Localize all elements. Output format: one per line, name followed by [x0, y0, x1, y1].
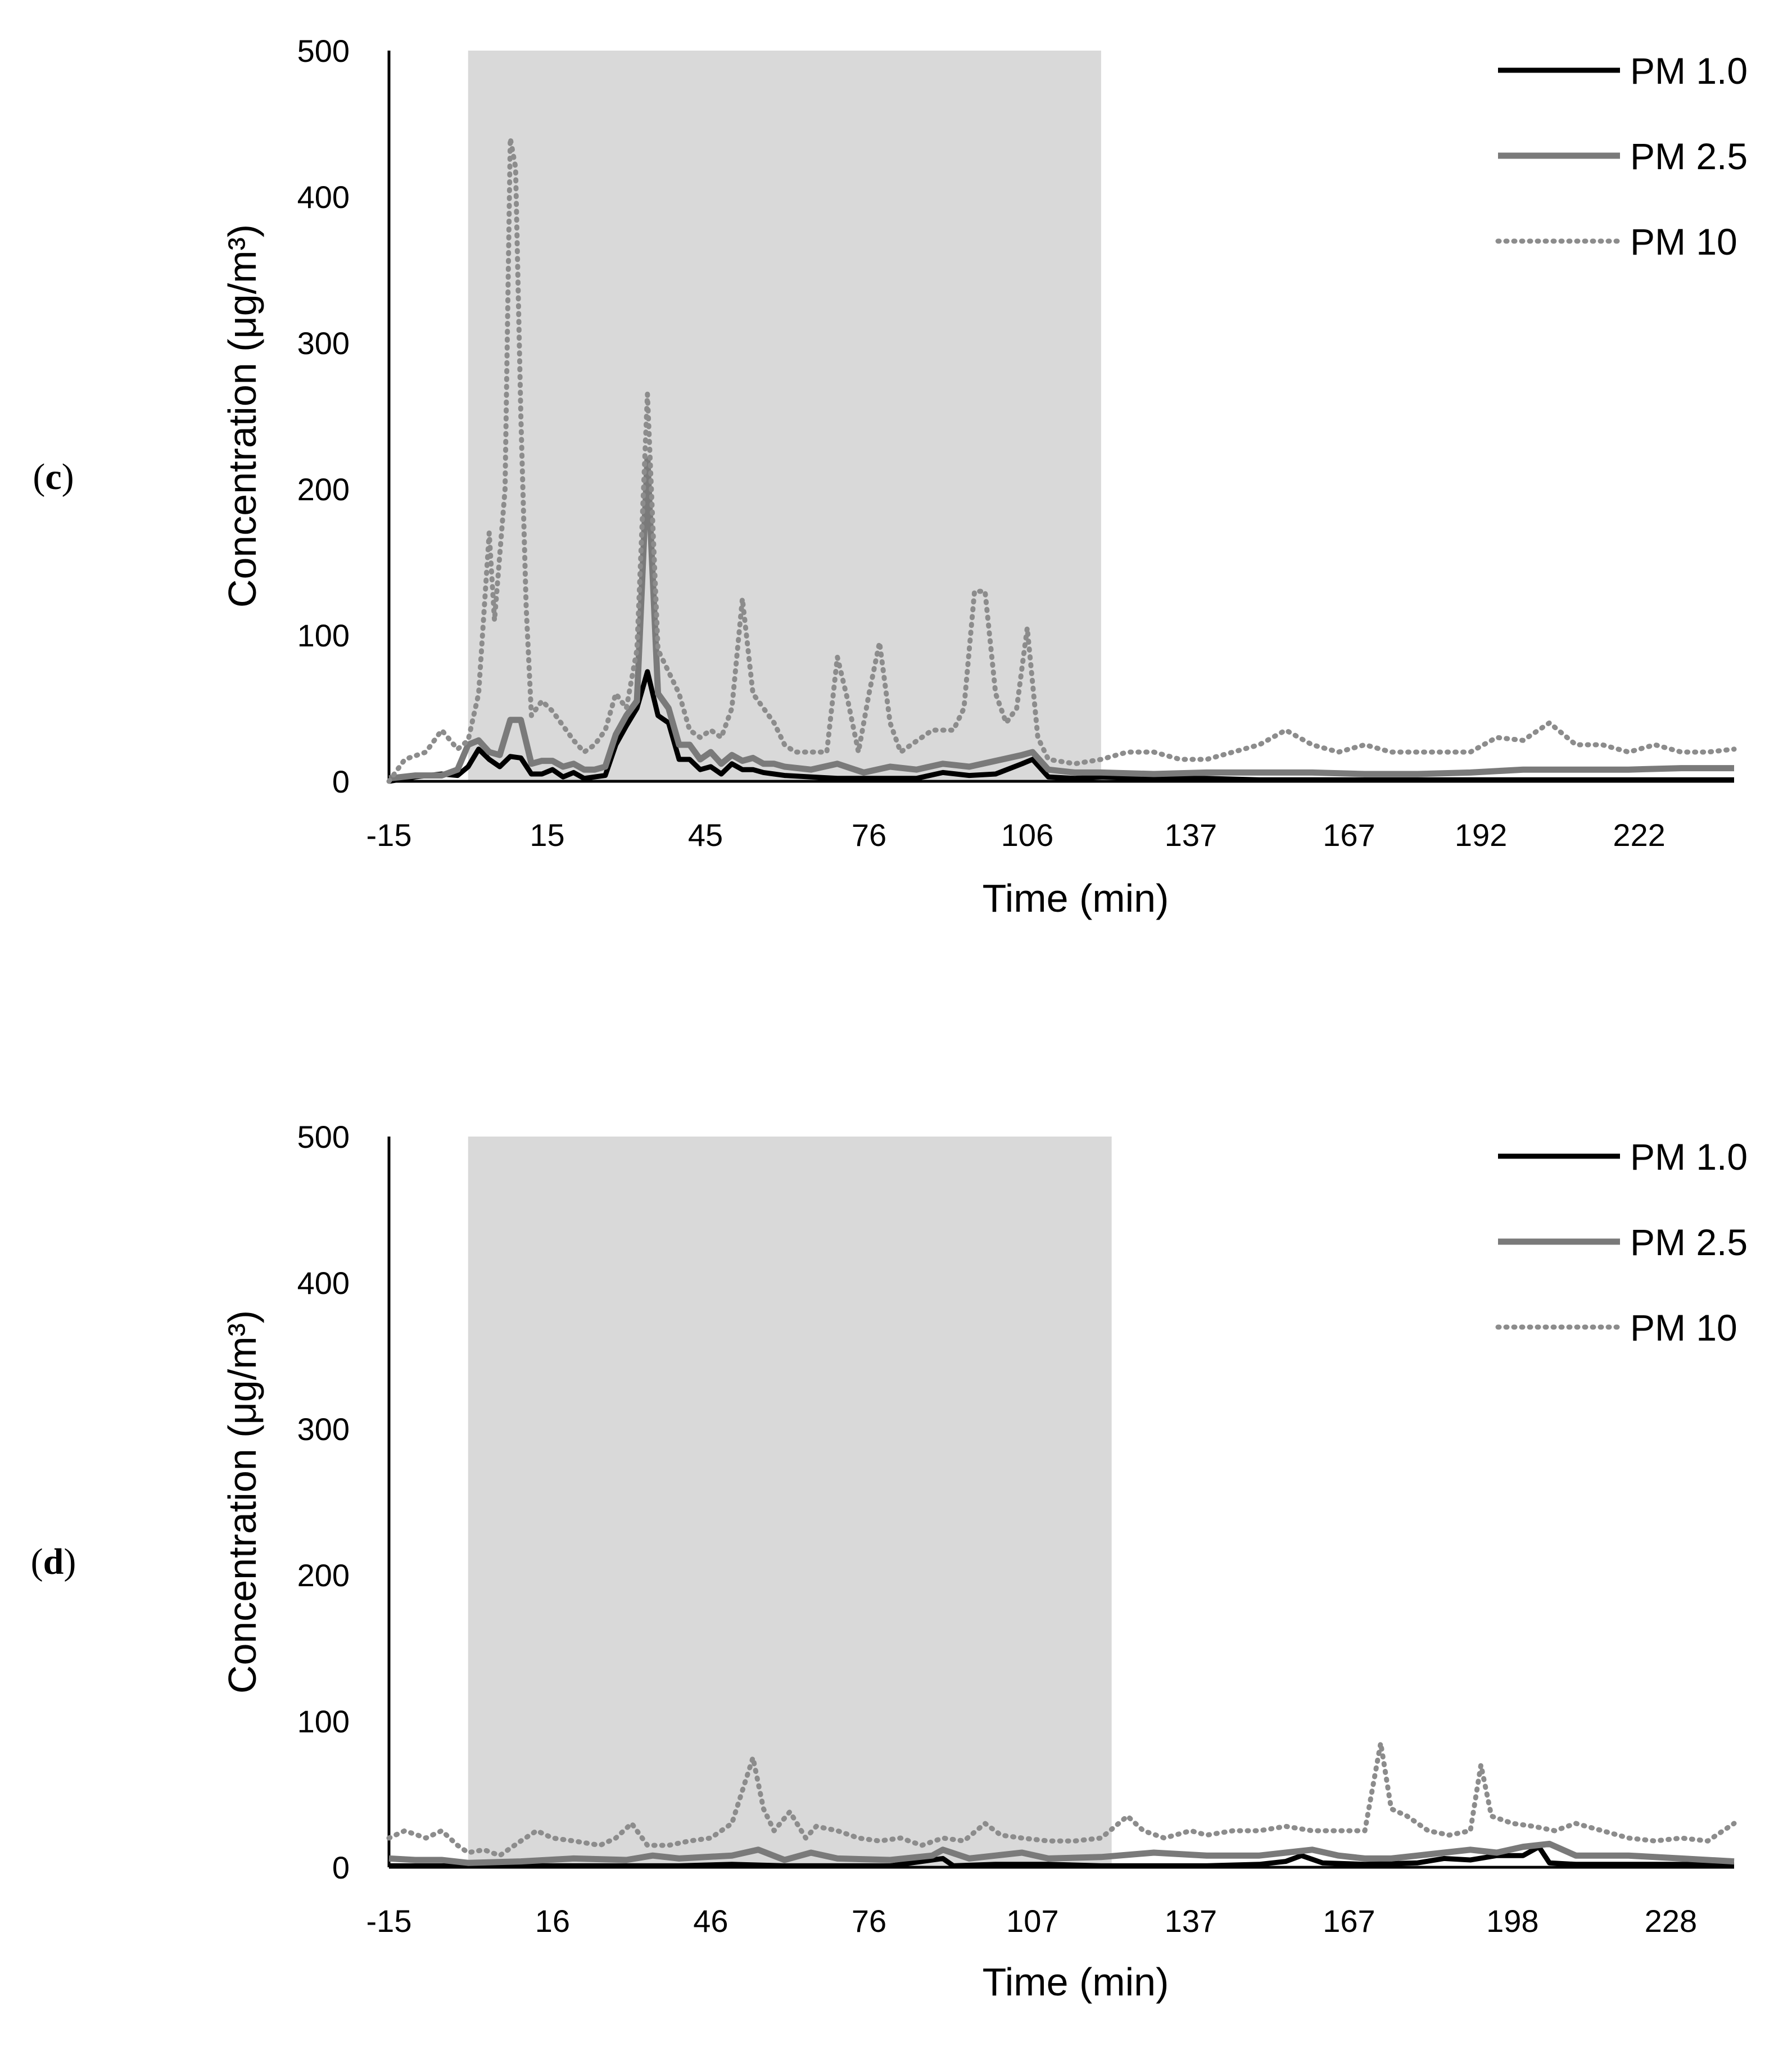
- y-tick-label: 400: [297, 1265, 350, 1301]
- legend-label: PM 1.0: [1630, 50, 1748, 92]
- series-line-pm-2-5: [388, 1840, 1735, 1866]
- legend-label: PM 10: [1630, 1307, 1737, 1348]
- series-line-pm-1-0: [388, 669, 1734, 784]
- panel-d: 0 100 200 300 400 500 -15 16 46 76 107 137 167 198 228…: [31, 1119, 1748, 2004]
- panel-label: (d): [31, 1541, 76, 1582]
- y-axis-title: Concentration (μg/m³): [220, 224, 264, 608]
- legend-label: PM 2.5: [1630, 1221, 1748, 1263]
- shaded-period: [468, 51, 1101, 781]
- x-tick-label: 76: [852, 1903, 886, 1939]
- legend-label: PM 10: [1630, 221, 1737, 262]
- series-line-pm-1-0: [389, 1844, 1734, 1868]
- y-tick-label: 200: [297, 472, 350, 507]
- x-axis-title: Time (min): [983, 876, 1169, 920]
- x-tick-label: 192: [1455, 817, 1507, 853]
- y-tick-label: 400: [297, 179, 350, 215]
- x-tick-label: 167: [1323, 1903, 1375, 1939]
- x-tick-label: 106: [1001, 817, 1053, 853]
- y-tick-label: 0: [332, 764, 350, 799]
- y-tick-label: 500: [297, 1119, 350, 1155]
- x-tick-label: 15: [530, 817, 564, 853]
- y-axis-title: Concentration (μg/m³): [220, 1310, 264, 1694]
- y-tick-label: 300: [297, 325, 350, 361]
- y-tick-label: 200: [297, 1558, 350, 1593]
- y-tick-label: 500: [297, 33, 350, 69]
- legend-label: PM 1.0: [1630, 1136, 1748, 1178]
- x-tick-label: 222: [1613, 817, 1665, 853]
- x-tick-label: 198: [1486, 1903, 1538, 1939]
- legend-label: PM 2.5: [1630, 135, 1748, 177]
- x-tick-label: 45: [688, 817, 723, 853]
- x-axis-title: Time (min): [983, 1960, 1169, 2004]
- x-tick-label: 167: [1323, 817, 1375, 853]
- x-tick-label: 16: [535, 1903, 570, 1939]
- y-tick-label: 100: [297, 618, 350, 653]
- x-tick-label: 228: [1645, 1903, 1697, 1939]
- x-tick-label: 76: [852, 817, 886, 853]
- x-tick-label: 137: [1165, 817, 1217, 853]
- x-tick-label: 137: [1165, 1903, 1217, 1939]
- x-tick-label: -15: [366, 1903, 412, 1939]
- y-tick-label: 100: [297, 1704, 350, 1739]
- series-line-pm-10: [386, 1740, 1737, 1858]
- x-tick-label: -15: [366, 817, 412, 853]
- y-tick-label: 300: [297, 1411, 350, 1447]
- panel-label: (c): [33, 456, 74, 497]
- series-line-pm-2-5: [388, 456, 1734, 782]
- panel-c: 0 100 200 300 400 500 -15 15 45 76 106 137 167 192 222…: [33, 33, 1748, 920]
- series-line-pm-10: [386, 135, 1737, 784]
- shaded-period: [468, 1137, 1112, 1867]
- x-tick-label: 107: [1006, 1903, 1058, 1939]
- y-tick-label: 0: [332, 1850, 350, 1885]
- x-tick-label: 46: [693, 1903, 728, 1939]
